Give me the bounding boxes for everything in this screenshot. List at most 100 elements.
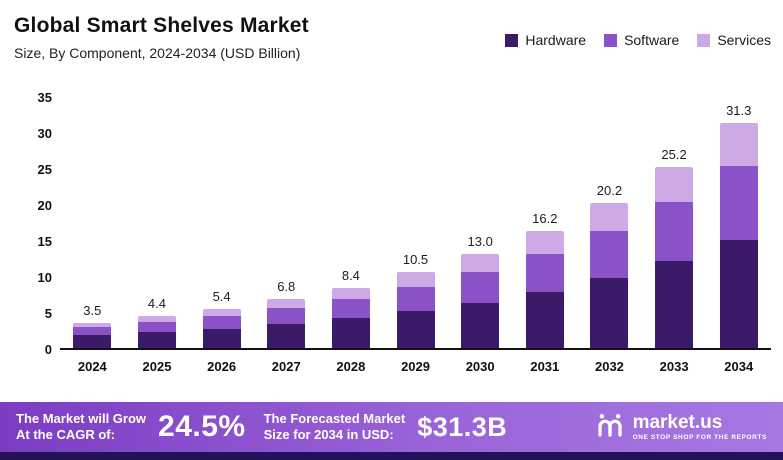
bar-segment-software (719, 165, 758, 240)
legend-label: Software (624, 32, 680, 48)
legend-label: Services (717, 32, 771, 48)
bar-segment-software (396, 286, 435, 312)
bar-segment-services (525, 231, 564, 254)
bar-segment-services (396, 272, 435, 287)
bar-segment-software (137, 322, 176, 333)
bar-stack (655, 166, 694, 348)
bar-total-label: 5.4 (212, 289, 231, 305)
y-axis: 0 5 10 15 20 25 30 35 (14, 90, 52, 357)
legend-swatch (505, 33, 519, 47)
bar-total-label: 31.3 (726, 102, 752, 118)
x-tick-label: 2032 (594, 359, 624, 374)
x-tick-label: 2034 (724, 359, 754, 374)
bar-total-label: 8.4 (341, 267, 360, 283)
y-tick-label: 10 (37, 270, 52, 285)
legend: Hardware Software Services (505, 32, 771, 48)
legend-swatch (604, 33, 618, 47)
x-tick-label: 2028 (336, 359, 366, 374)
bottom-strip (0, 452, 783, 460)
bar-segment-hardware (202, 328, 241, 348)
bar-segment-software (655, 201, 694, 261)
bar-segment-software (331, 299, 370, 319)
bar-segment-software (73, 327, 112, 336)
bar-segment-software (267, 308, 306, 325)
x-tick-label: 2033 (659, 359, 689, 374)
chart-header: Global Smart Shelves Market Size, By Com… (14, 14, 309, 61)
y-tick-label: 30 (37, 126, 52, 141)
bar-segment-hardware (73, 335, 112, 348)
x-tick-label: 2026 (207, 359, 237, 374)
y-tick-label: 25 (37, 162, 52, 177)
forecast-value: $31.3B (417, 411, 508, 442)
bar-segment-hardware (461, 302, 500, 348)
bar-segment-software (202, 316, 241, 329)
brand-tagline: ONE STOP SHOP FOR THE REPORTS (632, 433, 767, 441)
bar-segment-services (590, 202, 629, 231)
bar-column: 5.4 (189, 98, 254, 348)
bar-segment-hardware (590, 278, 629, 348)
bar-column: 10.5 (383, 98, 448, 348)
bar-segment-software (461, 272, 500, 303)
legend-label: Hardware (525, 32, 587, 48)
bar-total-label: 10.5 (402, 252, 429, 268)
bar-segment-services (719, 122, 758, 166)
bars-container: 3.5 4.4 5.4 6.8 8.4 10.5 13.0 16.2 20.2 25.2 31.3 (60, 98, 771, 348)
bar-column: 8.4 (319, 98, 384, 348)
chart-area: 0 5 10 15 20 25 30 35 3.5 4.4 5.4 6.8 8.4 10.5 13.0 16… (14, 90, 771, 374)
bar-stack (267, 299, 306, 348)
cagr-label: The Market will Grow At the CAGR of: (16, 411, 146, 444)
bar-stack (396, 272, 435, 348)
x-tick-label: 2027 (271, 359, 301, 374)
bar-segment-services (73, 322, 112, 328)
bar-column: 16.2 (512, 98, 577, 348)
bar-segment-software (590, 230, 629, 279)
bar-total-label: 13.0 (467, 234, 493, 250)
bar-stack (719, 122, 758, 348)
bar-total-label: 20.2 (596, 182, 623, 198)
bar-total-label: 25.2 (661, 146, 687, 162)
bar-total-label: 3.5 (83, 302, 102, 318)
bar-column: 20.2 (577, 98, 642, 348)
brand-name: market.us (632, 411, 723, 433)
x-axis-labels: 2024 2025 2026 2027 2028 2029 2030 2031 2032 2033… (60, 359, 771, 374)
y-tick-label: 35 (37, 90, 52, 105)
y-tick-label: 15 (37, 234, 52, 249)
bar-column: 6.8 (254, 98, 319, 348)
forecast-label-line1: The Forecasted Market (263, 410, 406, 426)
legend-item: Services (697, 32, 771, 48)
x-tick-label: 2029 (401, 359, 430, 374)
bar-column: 31.3 (706, 98, 771, 348)
legend-item: Hardware (505, 32, 586, 48)
cagr-label-line2: At the CAGR of: (16, 427, 115, 442)
y-tick-label: 20 (37, 198, 52, 213)
bar-segment-hardware (719, 240, 758, 348)
bar-stack (590, 202, 629, 348)
bar-segment-hardware (525, 291, 564, 348)
brand-block: market.us ONE STOP SHOP FOR THE REPORTS (595, 410, 767, 445)
x-tick-label: 2025 (142, 359, 172, 374)
bar-stack (331, 287, 370, 348)
bar-segment-software (525, 253, 564, 292)
bar-stack (461, 254, 500, 348)
forecast-label: The Forecasted Market Size for 2034 in U… (264, 411, 406, 444)
bar-column: 25.2 (642, 98, 707, 348)
forecast-label-line2: Size for 2034 in USD: (263, 427, 394, 442)
bar-stack (202, 309, 241, 348)
bar-stack (137, 316, 176, 348)
brand-text: market.us ONE STOP SHOP FOR THE REPORTS (633, 413, 767, 442)
bar-total-label: 16.2 (532, 211, 558, 227)
bar-segment-hardware (396, 311, 435, 348)
x-tick-label: 2030 (465, 359, 495, 374)
y-tick-label: 0 (44, 342, 52, 357)
bar-segment-services (655, 166, 694, 202)
page-subtitle: Size, By Component, 2024-2034 (USD Billi… (14, 45, 301, 61)
bar-stack (73, 322, 112, 348)
bar-segment-services (202, 309, 241, 317)
bar-segment-hardware (267, 324, 306, 348)
bar-segment-services (331, 287, 370, 300)
marketus-logo-icon (595, 410, 625, 445)
bar-total-label: 4.4 (147, 296, 166, 312)
legend-swatch (697, 33, 711, 47)
bar-segment-services (267, 299, 306, 309)
